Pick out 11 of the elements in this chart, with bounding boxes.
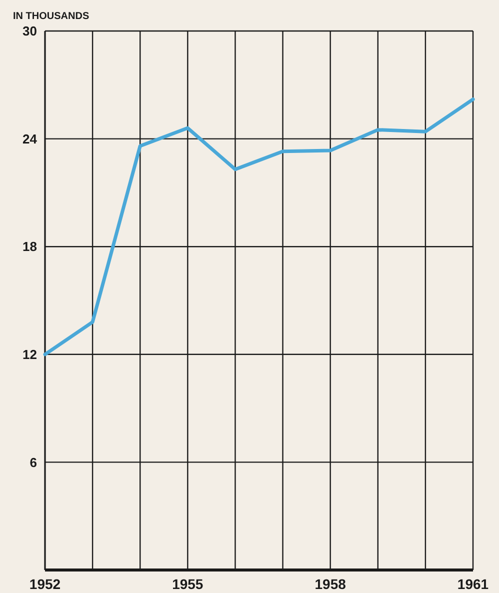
y-axis-title: IN THOUSANDS [13, 11, 90, 22]
y-tick-label: 12 [22, 346, 37, 362]
x-tick-label: 1955 [172, 576, 204, 592]
x-tick-label: 1961 [457, 576, 489, 592]
y-tick-label: 18 [22, 239, 37, 254]
y-tick-label: 30 [22, 24, 37, 39]
line-series [43, 98, 475, 356]
y-tick-label: 24 [22, 131, 38, 146]
x-tick-label: 1958 [314, 576, 346, 592]
x-tick-label: 1952 [29, 576, 61, 592]
y-tick-label: 6 [30, 454, 37, 470]
